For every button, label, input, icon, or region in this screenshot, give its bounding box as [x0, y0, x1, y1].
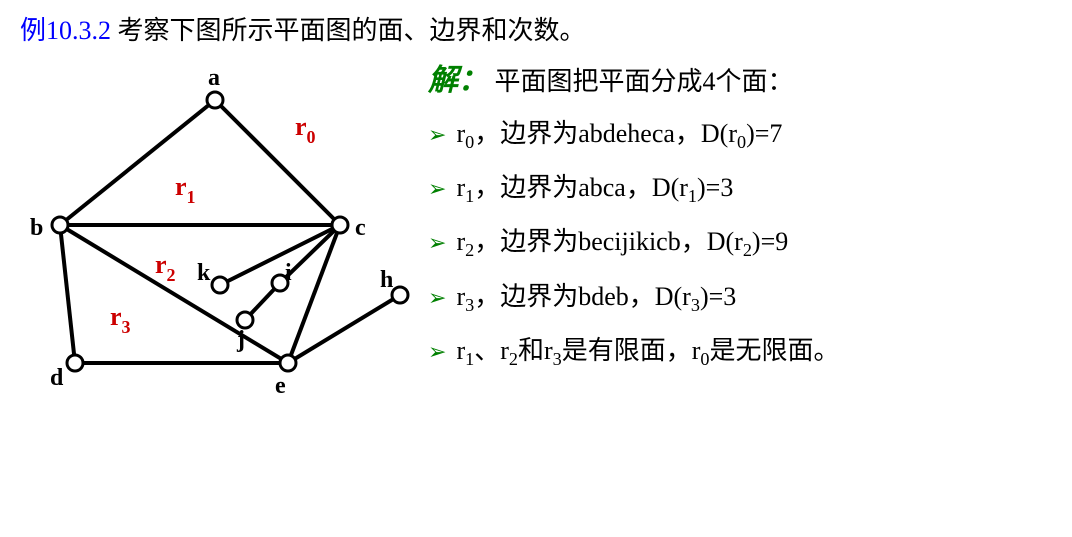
example-number: 例10.3.2 — [20, 16, 111, 45]
title-text: 考察下图所示平面图的面、边界和次数。 — [111, 16, 586, 45]
bullet-icon: ➢ — [428, 341, 446, 363]
region-label-r1: r1 — [175, 172, 196, 207]
edge-e-h — [288, 295, 400, 363]
region-label-r3: r3 — [110, 302, 131, 337]
solution-column: 解： 平面图把平面分成4个面： ➢r0，边界为abdeheca，D(r0)=7➢… — [420, 55, 1052, 384]
bullet-line-3: ➢ r3，边界为bdeb，D(r3)=3 — [428, 276, 1052, 316]
bullet-line-0: ➢ r0，边界为abdeheca，D(r0)=7 — [428, 113, 1052, 153]
vertex-h — [392, 287, 408, 303]
vertex-c — [332, 217, 348, 233]
bullet-icon: ➢ — [428, 232, 446, 254]
vertex-label-i: i — [285, 260, 292, 286]
vertex-label-j: j — [236, 327, 245, 353]
bullet-line-2: ➢ r2，边界为becijikicb，D(r2)=9 — [428, 221, 1052, 261]
vertex-a — [207, 92, 223, 108]
solution-label: 解： — [428, 64, 488, 97]
vertex-label-h: h — [380, 267, 393, 293]
vertex-label-k: k — [197, 260, 211, 286]
vertex-label-c: c — [355, 215, 366, 241]
solution-intro: 解： 平面图把平面分成4个面： — [428, 55, 1052, 99]
vertex-label-e: e — [275, 373, 286, 399]
planar-graph-diagram: a b c d e h i j k r0 r1 r2 r3 — [20, 55, 420, 415]
vertex-d — [67, 355, 83, 371]
edge-b-e — [60, 225, 288, 363]
diagram-column: a b c d e h i j k r0 r1 r2 r3 — [20, 55, 420, 415]
bullet-line-1: ➢ r1，边界为abca，D(r1)=3 — [428, 167, 1052, 207]
edge-a-c — [215, 100, 340, 225]
bullet-text-1: r1，边界为abca，D(r1)=3 — [456, 167, 733, 207]
bullet-text-2: r2，边界为becijikicb，D(r2)=9 — [456, 221, 788, 261]
bullet-list: ➢ r0，边界为abdeheca，D(r0)=7 ➢ r1，边界为abca，D(r1)… — [428, 113, 1052, 370]
bullet-icon: ➢ — [428, 178, 446, 200]
vertex-k — [212, 277, 228, 293]
bullet-text-final: r1、r2和r3是有限面，r0是无限面。 — [456, 330, 839, 370]
vertex-label-b: b — [30, 215, 43, 241]
intro-text: 平面图把平面分成4个面： — [495, 67, 794, 96]
content-row: a b c d e h i j k r0 r1 r2 r3 解： 平面图把平面分成4个面： ➢ r0，边界… — [20, 55, 1052, 415]
bullet-text-3: r3，边界为bdeb，D(r3)=3 — [456, 276, 736, 316]
title-line: 例10.3.2 考察下图所示平面图的面、边界和次数。 — [20, 10, 1052, 47]
bullet-icon: ➢ — [428, 287, 446, 309]
vertex-j — [237, 312, 253, 328]
bullet-icon: ➢ — [428, 124, 446, 146]
vertex-label-a: a — [208, 65, 220, 91]
vertex-e — [280, 355, 296, 371]
vertex-label-d: d — [50, 365, 64, 391]
vertex-b — [52, 217, 68, 233]
bullet-text-0: r0，边界为abdeheca，D(r0)=7 — [456, 113, 782, 153]
region-label-r2: r2 — [155, 250, 176, 285]
edge-b-d — [60, 225, 75, 363]
bullet-line-final: ➢ r1、r2和r3是有限面，r0是无限面。 — [428, 330, 1052, 370]
region-label-r0: r0 — [295, 112, 316, 147]
